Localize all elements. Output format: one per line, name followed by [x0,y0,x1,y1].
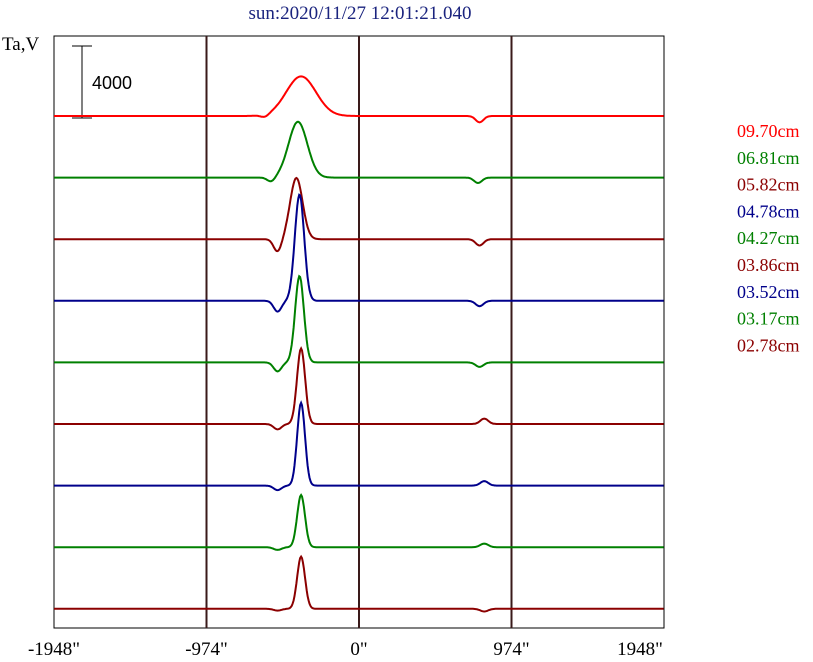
series-line-03.17cm [54,493,664,551]
series-line-03.52cm [54,400,664,492]
x-tick-label: 1948" [617,639,663,660]
y-axis-label: Ta,V [2,34,39,55]
vertical-gridlines [205,36,513,628]
legend-entry: 05.82cm [737,175,800,195]
series-line-04.27cm [54,274,664,373]
legend: 09.70cm 06.81cm 05.82cm 04.78cm 04.27cm 03.86… [737,121,800,355]
series-lines [54,75,664,613]
x-tick-label: 0" [350,639,367,660]
x-tick-label: -1948" [28,639,80,660]
legend-entry: 06.81cm [737,148,800,168]
series-line-04.78cm [54,193,664,313]
x-tick-labels: -1948" -974" 0" 974" 1948" [28,639,663,660]
series-line-09.70cm [54,75,664,124]
series-line-06.81cm [54,120,664,185]
legend-entry: 03.17cm [737,309,800,329]
series-line-05.82cm [54,176,664,253]
x-tick-label: 974" [493,639,529,660]
scale-bar: 4000 [72,45,132,119]
legend-entry: 09.70cm [737,121,800,141]
legend-entry: 04.78cm [737,201,800,221]
legend-entry: 03.52cm [737,282,800,302]
series-line-03.86cm [54,346,664,431]
scale-bar-label: 4000 [92,73,132,93]
legend-entry: 03.86cm [737,255,800,275]
series-line-02.78cm [54,554,664,613]
legend-entry: 02.78cm [737,335,800,355]
legend-entry: 04.27cm [737,228,800,248]
chart-title: sun:2020/11/27 12:01:21.040 [248,3,471,24]
x-tick-label: -974" [185,639,228,660]
